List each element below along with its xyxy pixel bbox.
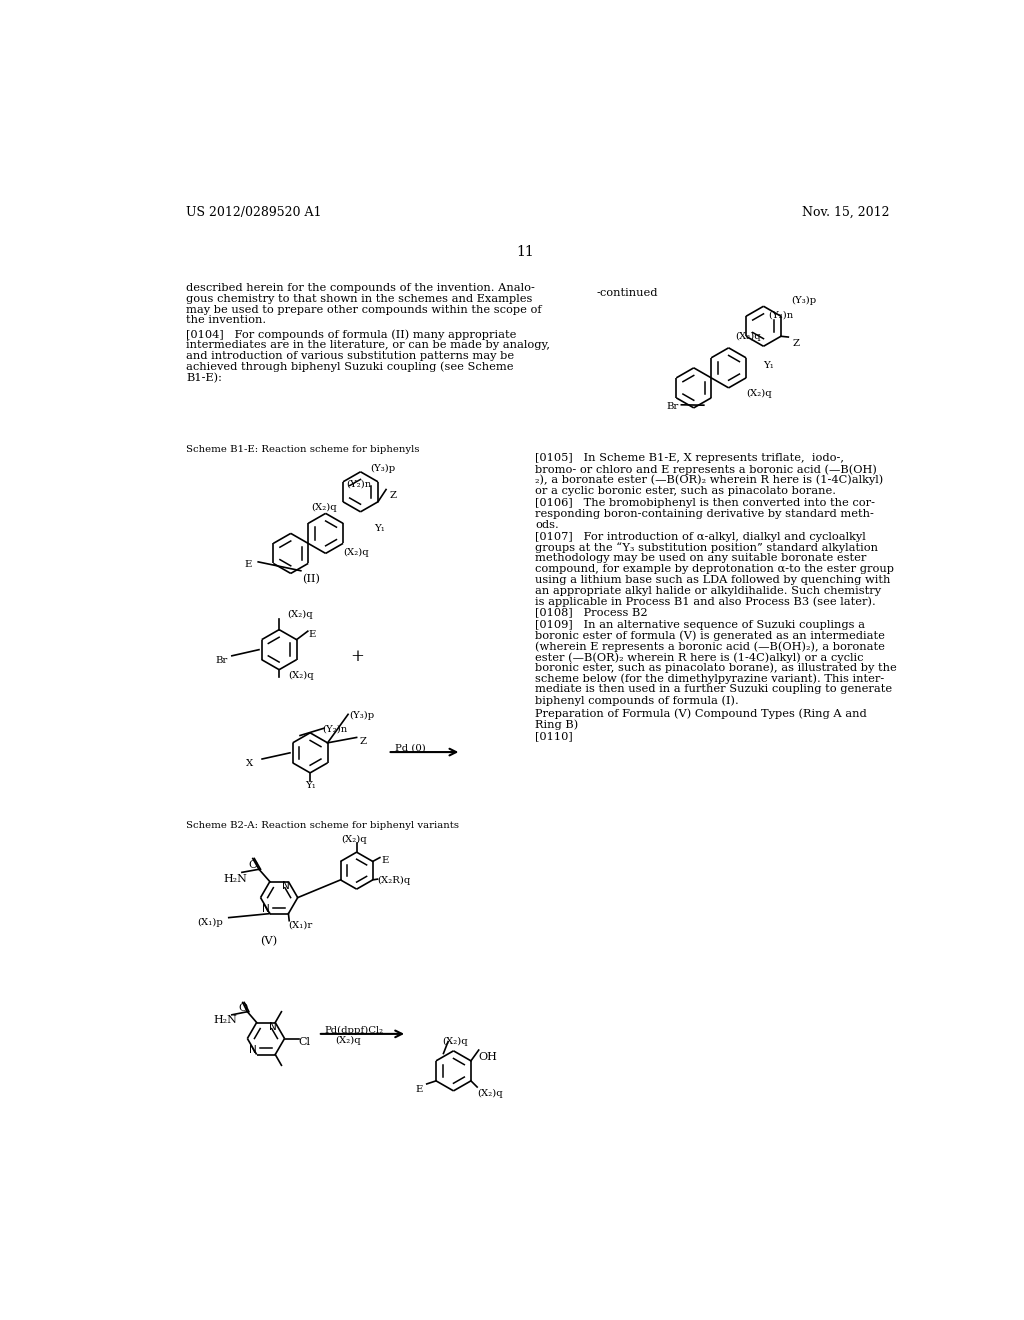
Text: gous chemistry to that shown in the schemes and Examples: gous chemistry to that shown in the sche…	[186, 294, 532, 304]
Text: an appropriate alkyl halide or alkyldihalide. Such chemistry: an appropriate alkyl halide or alkyldiha…	[535, 586, 881, 595]
Text: [0104]   For compounds of formula (II) many appropriate: [0104] For compounds of formula (II) man…	[186, 330, 516, 341]
Text: compound, for example by deprotonation α-to the ester group: compound, for example by deprotonation α…	[535, 564, 894, 574]
Text: achieved through biphenyl Suzuki coupling (see Scheme: achieved through biphenyl Suzuki couplin…	[186, 362, 514, 372]
Text: (Y₂)n: (Y₂)n	[768, 310, 794, 319]
Text: mediate is then used in a further Suzuki coupling to generate: mediate is then used in a further Suzuki…	[535, 684, 892, 694]
Text: (Y₂)n: (Y₂)n	[346, 479, 372, 488]
Text: E: E	[245, 561, 252, 569]
Text: (X₂)q: (X₂)q	[343, 548, 369, 557]
Text: (Y₃)p: (Y₃)p	[349, 711, 374, 721]
Text: ods.: ods.	[535, 520, 559, 529]
Text: US 2012/0289520 A1: US 2012/0289520 A1	[186, 206, 322, 219]
Text: methodology may be used on any suitable boronate ester: methodology may be used on any suitable …	[535, 553, 866, 564]
Text: N: N	[249, 1045, 256, 1055]
Text: (V): (V)	[260, 936, 278, 946]
Text: N: N	[269, 1022, 276, 1032]
Text: [0107]   For introduction of α-alkyl, dialkyl and cycloalkyl: [0107] For introduction of α-alkyl, dial…	[535, 532, 865, 541]
Text: Y₁: Y₁	[305, 780, 315, 789]
Text: (X₂)q: (X₂)q	[442, 1038, 468, 1045]
Text: using a lithium base such as LDA followed by quenching with: using a lithium base such as LDA followe…	[535, 576, 890, 585]
Text: responding boron-containing derivative by standard meth-: responding boron-containing derivative b…	[535, 508, 873, 519]
Text: [0106]   The bromobiphenyl is then converted into the cor-: [0106] The bromobiphenyl is then convert…	[535, 498, 874, 508]
Text: E: E	[381, 857, 389, 865]
Text: O: O	[248, 859, 257, 870]
Text: E: E	[308, 631, 316, 639]
Text: (Y₃)p: (Y₃)p	[792, 296, 817, 305]
Text: H₂N: H₂N	[223, 874, 247, 883]
Text: N: N	[262, 904, 269, 915]
Text: (Y₃)p: (Y₃)p	[371, 465, 396, 473]
Text: OH: OH	[478, 1052, 498, 1061]
Text: X: X	[246, 759, 253, 768]
Text: Cl: Cl	[299, 1038, 310, 1047]
Text: Preparation of Formula (V) Compound Types (Ring A and: Preparation of Formula (V) Compound Type…	[535, 708, 866, 719]
Text: Pd(dppf)Cl₂: Pd(dppf)Cl₂	[324, 1026, 383, 1035]
Text: is applicable in Process B1 and also Process B3 (see later).: is applicable in Process B1 and also Pro…	[535, 597, 876, 607]
Text: (X₂)q: (X₂)q	[336, 1035, 361, 1044]
Text: [0105]   In Scheme B1-E, X represents triflate,  iodo-,: [0105] In Scheme B1-E, X represents trif…	[535, 453, 844, 463]
Text: groups at the “Y₃ substitution position” standard alkylation: groups at the “Y₃ substitution position”…	[535, 543, 878, 553]
Text: Z: Z	[390, 491, 397, 500]
Text: (Y₂)n: (Y₂)n	[323, 725, 348, 734]
Text: [0110]: [0110]	[535, 731, 572, 742]
Text: (X₂R)q: (X₂R)q	[378, 876, 411, 886]
Text: (X₂)q: (X₂)q	[287, 610, 312, 619]
Text: (X₂)q: (X₂)q	[477, 1089, 503, 1098]
Text: Br: Br	[216, 656, 227, 665]
Text: intermediates are in the literature, or can be made by analogy,: intermediates are in the literature, or …	[186, 341, 550, 350]
Text: Z: Z	[359, 737, 367, 746]
Text: (X₂)q: (X₂)q	[311, 503, 337, 512]
Text: (X₂)q: (X₂)q	[746, 388, 772, 397]
Text: Scheme B1-E: Reaction scheme for biphenyls: Scheme B1-E: Reaction scheme for bipheny…	[186, 445, 420, 454]
Text: ester (—B(OR)₂ wherein R here is (1-4C)alkyl) or a cyclic: ester (—B(OR)₂ wherein R here is (1-4C)a…	[535, 652, 863, 663]
Text: Scheme B2-A: Reaction scheme for biphenyl variants: Scheme B2-A: Reaction scheme for bipheny…	[186, 821, 459, 829]
Text: (X₂)q: (X₂)q	[341, 834, 367, 843]
Text: boronic ester, such as pinacolato borane), as illustrated by the: boronic ester, such as pinacolato borane…	[535, 663, 897, 673]
Text: biphenyl compounds of formula (I).: biphenyl compounds of formula (I).	[535, 696, 738, 706]
Text: Y₁: Y₁	[374, 524, 385, 533]
Text: (X₁)p: (X₁)p	[198, 917, 223, 927]
Text: Nov. 15, 2012: Nov. 15, 2012	[802, 206, 890, 219]
Text: (X₁)r: (X₁)r	[289, 921, 312, 929]
Text: H₂N: H₂N	[213, 1015, 238, 1024]
Text: (X₂)q: (X₂)q	[289, 671, 314, 680]
Text: +: +	[350, 648, 365, 665]
Text: described herein for the compounds of the invention. Analo-: described herein for the compounds of th…	[186, 284, 535, 293]
Text: boronic ester of formula (V) is generated as an intermediate: boronic ester of formula (V) is generate…	[535, 631, 885, 642]
Text: O: O	[238, 1003, 247, 1012]
Text: ₂), a boronate ester (—B(OR)₂ wherein R here is (1-4C)alkyl): ₂), a boronate ester (—B(OR)₂ wherein R …	[535, 475, 883, 486]
Text: or a cyclic boronic ester, such as pinacolato borane.: or a cyclic boronic ester, such as pinac…	[535, 486, 836, 495]
Text: (II): (II)	[302, 574, 321, 585]
Text: and introduction of various substitution patterns may be: and introduction of various substitution…	[186, 351, 514, 360]
Text: may be used to prepare other compounds within the scope of: may be used to prepare other compounds w…	[186, 305, 542, 314]
Text: (X₂)q: (X₂)q	[735, 331, 761, 341]
Text: [0108]   Process B2: [0108] Process B2	[535, 607, 647, 618]
Text: Y₁: Y₁	[764, 360, 774, 370]
Text: Z: Z	[793, 339, 799, 348]
Text: N: N	[283, 880, 290, 891]
Text: E: E	[416, 1085, 423, 1094]
Text: bromo- or chloro and E represents a boronic acid (—B(OH): bromo- or chloro and E represents a boro…	[535, 465, 877, 475]
Text: Br: Br	[667, 401, 679, 411]
Text: the invention.: the invention.	[186, 315, 266, 326]
Text: -continued: -continued	[597, 288, 658, 298]
Text: Ring B): Ring B)	[535, 719, 579, 730]
Text: scheme below (for the dimethylpyrazine variant). This inter-: scheme below (for the dimethylpyrazine v…	[535, 673, 884, 684]
Text: (wherein E represents a boronic acid (—B(OH)₂), a boronate: (wherein E represents a boronic acid (—B…	[535, 642, 885, 652]
Text: 11: 11	[516, 244, 534, 259]
Text: [0109]   In an alternative sequence of Suzuki couplings a: [0109] In an alternative sequence of Suz…	[535, 619, 865, 630]
Text: Pd (0): Pd (0)	[395, 743, 426, 752]
Text: B1-E):: B1-E):	[186, 372, 222, 383]
